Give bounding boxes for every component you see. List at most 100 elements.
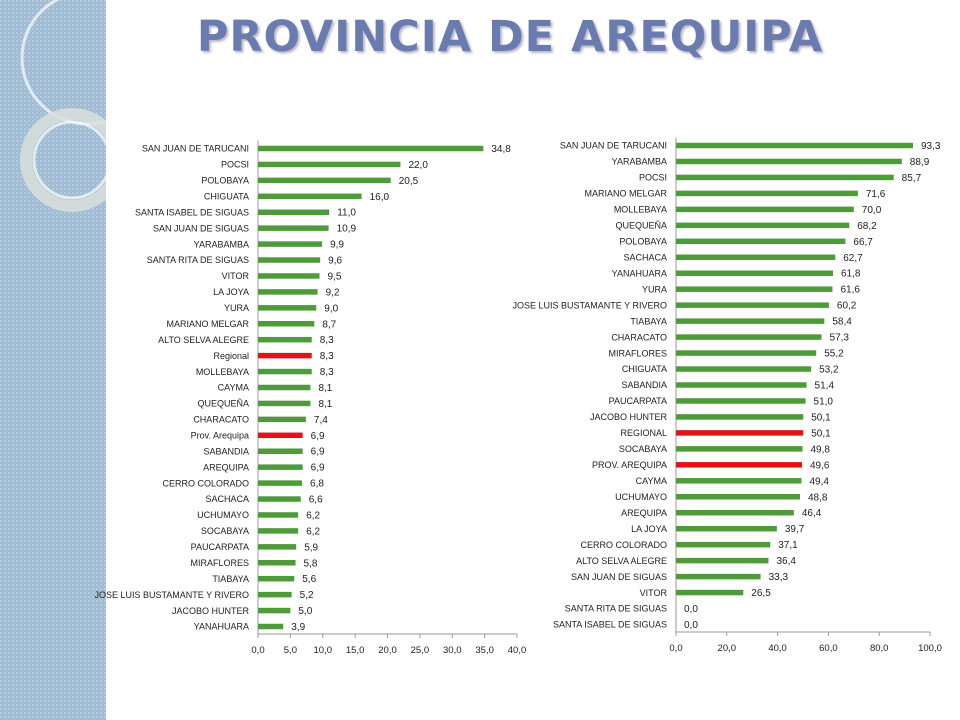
value-label: 36,4 [776, 556, 796, 567]
category-label: PAUCARPATA [191, 542, 249, 552]
bar [258, 432, 303, 439]
category-label: MIRAFLORES [608, 348, 667, 358]
bar [676, 350, 817, 356]
category-label: SANTA ISABEL DE SIGUAS [553, 620, 667, 630]
bar [676, 478, 802, 484]
category-label: SABANDIA [621, 380, 667, 390]
value-label: 5,0 [298, 606, 312, 617]
value-label: 61,6 [840, 285, 860, 296]
bar [676, 206, 854, 213]
category-label: CHIGUATA [622, 364, 667, 374]
x-tick-label: 80,0 [870, 643, 889, 654]
bar [676, 238, 846, 245]
value-label: 57,3 [830, 333, 850, 344]
category-label: JACOBO HUNTER [590, 412, 668, 422]
value-label: 8,1 [318, 399, 332, 410]
bar [258, 321, 315, 327]
bar [258, 193, 362, 200]
value-label: 62,7 [843, 253, 863, 264]
category-label: SOCABAYA [619, 444, 667, 454]
value-label: 53,2 [819, 365, 839, 376]
category-label: SANTA RITA DE SIGUAS [565, 604, 667, 614]
bar [676, 302, 829, 308]
value-label: 34,8 [491, 144, 511, 155]
x-tick-label: 15,0 [346, 645, 365, 656]
bar [676, 414, 804, 420]
x-tick-label: 10,0 [314, 645, 333, 656]
category-label: CHARACATO [611, 332, 667, 342]
category-label: CHIGUATA [204, 192, 249, 202]
bar [676, 158, 902, 165]
bar [676, 142, 913, 149]
x-tick-label: 100,0 [918, 643, 942, 654]
category-label: MARIANO MELGAR [166, 319, 249, 329]
bar [676, 334, 822, 340]
value-label: 49,4 [809, 476, 829, 487]
category-label: POLOBAYA [619, 237, 667, 247]
category-label: JOSE LUIS BUSTAMANTE Y RIVERO [94, 590, 249, 600]
bar [676, 589, 744, 596]
bar [676, 366, 812, 372]
value-label: 5,9 [304, 542, 318, 553]
bar [676, 190, 858, 197]
decorative-sidebar [0, 0, 106, 720]
category-label: ALTO SELVA ALEGRE [158, 335, 249, 345]
bar [258, 400, 311, 407]
bar [258, 177, 391, 184]
category-label: CERRO COLORADO [162, 478, 249, 488]
category-label: UCHUMAYO [615, 492, 667, 502]
value-label: 37,1 [778, 540, 798, 551]
bar [258, 289, 318, 295]
value-label: 39,7 [785, 524, 805, 535]
category-label: Regional [213, 351, 249, 361]
category-label: LA JOYA [631, 524, 667, 534]
value-label: 66,7 [853, 237, 873, 248]
value-label: 8,1 [318, 383, 332, 394]
category-label: POCSI [221, 160, 249, 170]
category-label: SOCABAYA [201, 526, 249, 536]
value-label: 6,9 [311, 447, 325, 458]
value-label: 50,1 [811, 428, 831, 439]
bar [258, 480, 303, 486]
x-tick-label: 20,0 [718, 643, 737, 654]
value-label: 8,7 [322, 319, 336, 330]
category-label: SAN JUAN DE TARUCANI [560, 141, 667, 151]
decorative-ring [20, 108, 106, 212]
x-tick-label: 25,0 [411, 645, 430, 656]
bar [258, 209, 330, 215]
value-label: 6,8 [310, 479, 324, 490]
value-label: 51,4 [815, 381, 835, 392]
value-label: 5,6 [302, 574, 316, 585]
value-label: 55,2 [824, 349, 844, 360]
bar [676, 573, 761, 580]
value-label: 33,3 [769, 572, 789, 583]
category-label: VITOR [222, 271, 250, 281]
page-title: PROVINCIA DE AREQUIPA [196, 12, 824, 62]
value-label: 10,9 [337, 224, 357, 235]
value-label: 7,4 [314, 415, 328, 426]
category-label: SAN JUAN DE TARUCANI [142, 144, 249, 154]
bar [258, 607, 291, 614]
category-label: YURA [642, 284, 667, 294]
category-label: PROV. AREQUIPA [592, 460, 667, 470]
bar [676, 270, 833, 276]
category-label: MOLLEBAYA [196, 367, 249, 377]
value-label: 0,0 [684, 604, 698, 615]
category-label: CHARACATO [193, 415, 249, 425]
bar [258, 512, 299, 518]
category-label: TIABAYA [212, 574, 249, 584]
value-label: 50,1 [811, 412, 831, 423]
bar [676, 557, 769, 564]
bar [258, 161, 401, 168]
category-label: JOSE LUIS BUSTAMANTE Y RIVERO [512, 300, 667, 310]
category-label: QUEQUEÑA [615, 221, 667, 231]
bar [258, 145, 484, 152]
bar [258, 464, 303, 470]
category-label: UCHUMAYO [197, 510, 249, 520]
value-label: 68,2 [857, 221, 877, 232]
value-label: 6,2 [306, 510, 320, 521]
value-label: 5,2 [300, 590, 314, 601]
x-tick-label: 0,0 [251, 645, 264, 656]
category-label: AREQUIPA [203, 462, 249, 472]
